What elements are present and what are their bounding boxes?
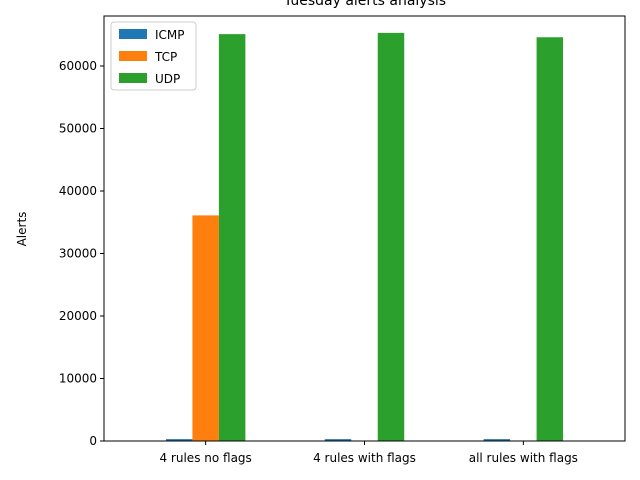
x-tick-label: all rules with flags — [469, 451, 578, 465]
bar-udp-2 — [536, 37, 564, 441]
legend: ICMP TCP UDP — [110, 21, 197, 91]
x-axis-ticks: 4 rules no flags 4 rules with flags all ru… — [159, 441, 578, 465]
y-axis-ticks: 0 10000 20000 30000 40000 50000 60000 — [59, 59, 104, 448]
bar-icmp-2 — [483, 439, 511, 442]
y-tick-label: 40000 — [59, 184, 97, 198]
bar-udp-1 — [377, 32, 405, 442]
legend-swatch-udp — [119, 73, 147, 83]
legend-label-tcp: TCP — [154, 50, 177, 64]
bar-udp-0 — [218, 34, 246, 442]
legend-label-udp: UDP — [155, 72, 180, 86]
y-tick-label: 10000 — [59, 372, 97, 386]
legend-swatch-icmp — [119, 29, 147, 39]
chart-title: Tuesday alerts analysis — [283, 0, 446, 9]
bars-group — [165, 32, 564, 442]
x-tick-label: 4 rules no flags — [159, 451, 251, 465]
y-tick-label: 60000 — [59, 59, 97, 73]
legend-swatch-tcp — [119, 51, 147, 61]
bar-tcp-0 — [192, 215, 219, 442]
y-tick-label: 20000 — [59, 309, 97, 323]
y-tick-label: 0 — [89, 434, 97, 448]
legend-label-icmp: ICMP — [155, 28, 185, 42]
plot-frame — [103, 15, 626, 442]
x-tick-label: 4 rules with flags — [313, 451, 416, 465]
bar-icmp-0 — [165, 439, 193, 442]
bar-icmp-1 — [324, 439, 352, 442]
y-tick-label: 50000 — [59, 122, 97, 136]
y-tick-label: 30000 — [59, 247, 97, 261]
y-axis-label: Alerts — [15, 212, 29, 247]
